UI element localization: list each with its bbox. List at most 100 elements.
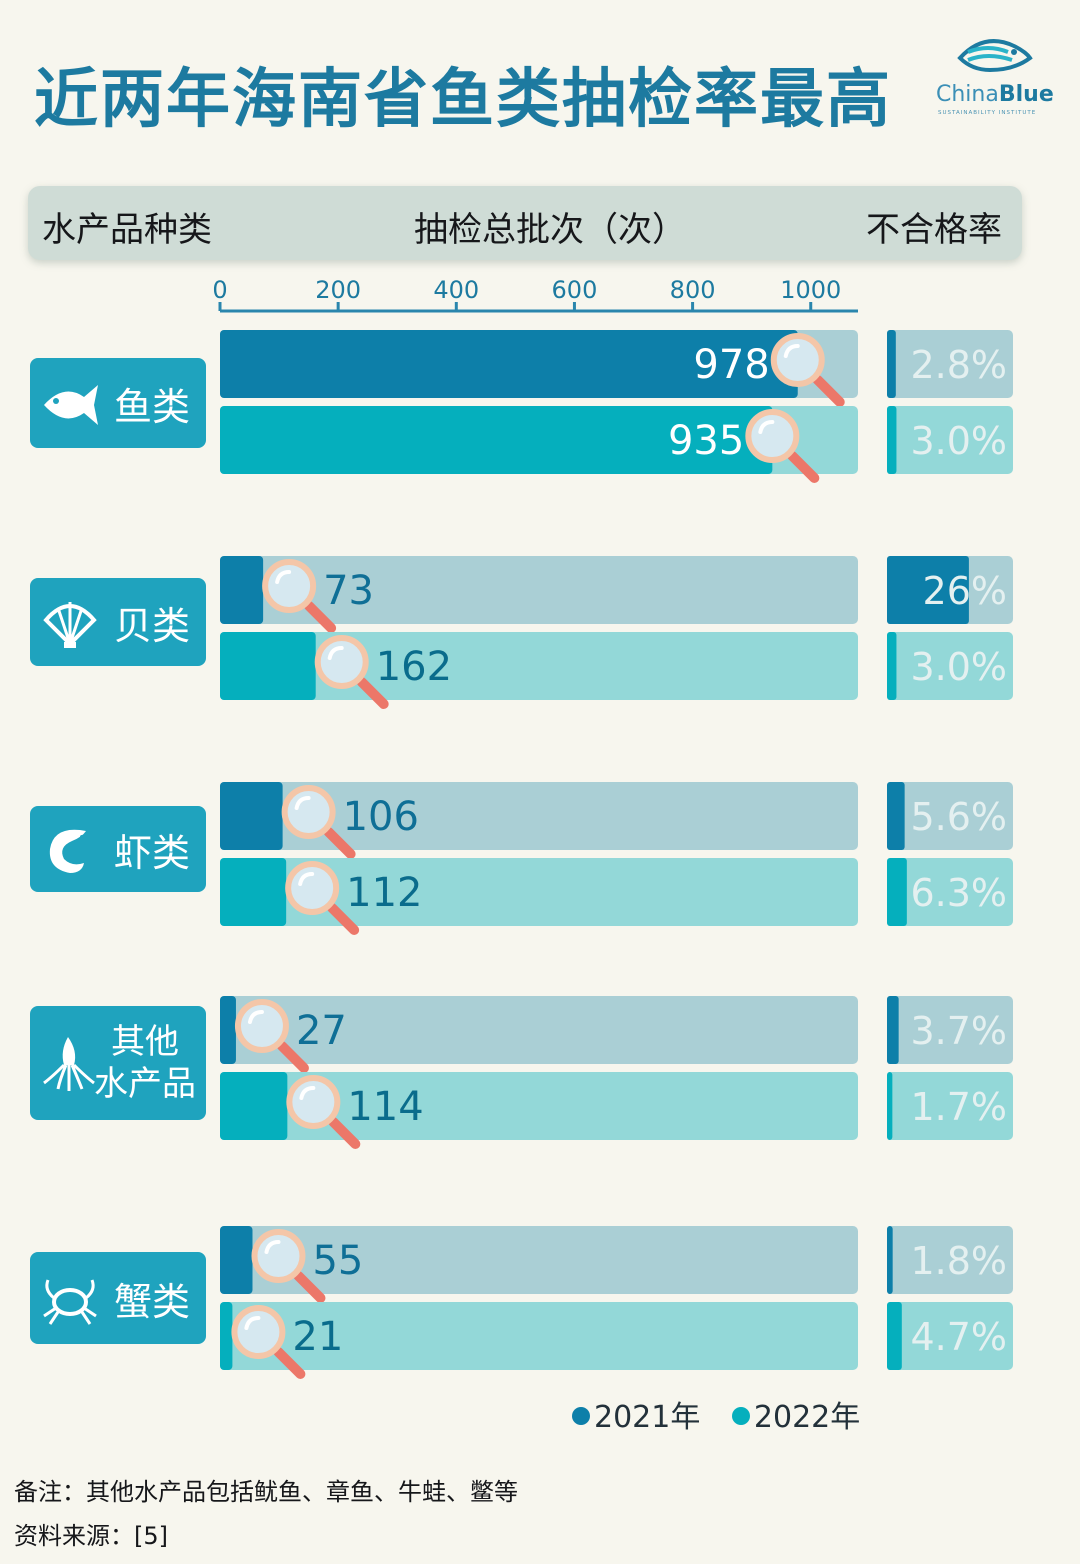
bar-value-label: 106	[343, 794, 419, 840]
magnifier-handle	[328, 1117, 361, 1149]
rate-label: 3.0%	[910, 419, 1007, 463]
magnifier-shine	[264, 1240, 281, 1254]
rate-track	[887, 330, 1013, 398]
category-box: 其他 水产品	[30, 1006, 206, 1120]
bar-value-label: 935	[668, 418, 744, 464]
bar-track	[220, 996, 858, 1064]
magnifier-icon	[285, 861, 360, 935]
category-box: 蟹类	[30, 1252, 206, 1344]
header-rate: 不合格率	[866, 210, 1002, 250]
rate-bar	[887, 406, 897, 474]
header-total: 抽检总批次（次）	[414, 210, 686, 250]
crab-icon	[43, 1279, 97, 1325]
rate-bar	[887, 1226, 893, 1294]
bar-value-label: 73	[323, 568, 374, 614]
shrimp-icon	[49, 829, 86, 873]
category-label: 鱼类	[114, 384, 191, 429]
bar-2022	[220, 1302, 233, 1370]
magnifier-handle	[293, 1271, 326, 1303]
rate-track	[887, 996, 1013, 1064]
rate-label: 26%	[923, 569, 1007, 613]
bar-2021	[220, 556, 264, 624]
category-label: 虾类	[114, 830, 191, 875]
bar-2022	[220, 632, 316, 700]
rate-track	[887, 1302, 1013, 1370]
bar-track	[220, 1226, 858, 1294]
magnifier-lens	[314, 635, 369, 689]
magnifier-icon	[286, 1075, 361, 1149]
legend-item-2022: 2022年	[731, 1400, 860, 1435]
x-tick-label: 200	[315, 276, 361, 304]
bar-2021	[220, 1226, 253, 1294]
rate-label: 5.6%	[910, 795, 1007, 839]
table-header-bar	[28, 186, 1022, 260]
category-box: 贝类	[30, 578, 206, 666]
bar-2022	[220, 858, 287, 926]
magnifier-shine	[758, 420, 775, 434]
fish-icon	[44, 385, 98, 425]
magnifier-icon	[314, 635, 389, 709]
magnifier-icon	[251, 1229, 326, 1303]
logo-name: ChinaBlue	[936, 82, 1054, 107]
x-tick-label: 600	[552, 276, 598, 304]
rate-track	[887, 1226, 1013, 1294]
fish-logo-icon	[957, 39, 1033, 73]
magnifier-handle	[323, 827, 356, 859]
magnifier-shine	[244, 1316, 261, 1330]
rate-bar	[887, 996, 899, 1064]
rate-label: 6.3%	[910, 871, 1007, 915]
remark-note: 备注：其他水产品包括鱿鱼、章鱼、牛蛙、鳖等	[14, 1478, 518, 1506]
bar-2021	[220, 782, 283, 850]
rate-label: 2.8%	[910, 343, 1007, 387]
magnifier-handle	[356, 677, 389, 709]
rate-bar	[887, 1302, 902, 1370]
magnifier-handle	[304, 601, 337, 633]
magnifier-shine	[783, 344, 800, 358]
bar-track	[220, 782, 858, 850]
bar-value-label: 55	[312, 1238, 363, 1284]
bar-track	[220, 556, 858, 624]
legend-dot-2022	[731, 1407, 750, 1425]
bar-value-label: 114	[347, 1084, 423, 1130]
category-box: 鱼类	[30, 358, 206, 448]
bar-track	[220, 1072, 858, 1140]
magnifier-icon	[281, 785, 356, 859]
page-title: 近两年海南省鱼类抽检率最高	[34, 63, 892, 137]
legend-item-2021: 2021年	[572, 1400, 700, 1435]
rate-label: 3.0%	[910, 645, 1007, 689]
rate-track	[887, 632, 1013, 700]
logo-subtitle: SUSTAINABILITY INSTITUTE	[938, 110, 1037, 116]
bar-value-label: 27	[296, 1008, 347, 1054]
rate-label: 1.8%	[910, 1239, 1007, 1283]
magnifier-handle	[276, 1041, 309, 1073]
rate-track	[887, 1072, 1013, 1140]
magnifier-handle	[812, 375, 845, 407]
magnifier-lens	[231, 1305, 286, 1359]
magnifier-shine	[247, 1010, 264, 1024]
magnifier-shine	[327, 646, 344, 660]
header-category: 水产品种类	[42, 210, 212, 250]
magnifier-icon	[262, 559, 337, 633]
x-tick-label: 1000	[780, 276, 841, 304]
bar-value-label: 21	[292, 1314, 343, 1360]
bar-2022	[220, 1072, 288, 1140]
magnifier-handle	[327, 903, 360, 935]
bar-2022	[220, 406, 773, 474]
magnifier-icon	[770, 333, 845, 407]
bar-track	[220, 858, 858, 926]
legend: 2021年 2022年	[572, 1392, 882, 1436]
squid-icon	[43, 1037, 95, 1091]
rate-label: 3.7%	[910, 1009, 1007, 1053]
bar-2021	[220, 330, 798, 398]
rate-label: 1.7%	[910, 1085, 1007, 1129]
magnifier-icon	[745, 409, 820, 483]
magnifier-handle	[787, 451, 820, 483]
magnifier-handle	[273, 1347, 306, 1379]
magnifier-lens	[286, 1075, 341, 1129]
magnifier-shine	[275, 570, 292, 584]
x-tick-label: 400	[433, 276, 479, 304]
shell-icon	[43, 602, 97, 648]
rate-bar	[887, 1072, 893, 1140]
magnifier-icon	[234, 999, 309, 1073]
